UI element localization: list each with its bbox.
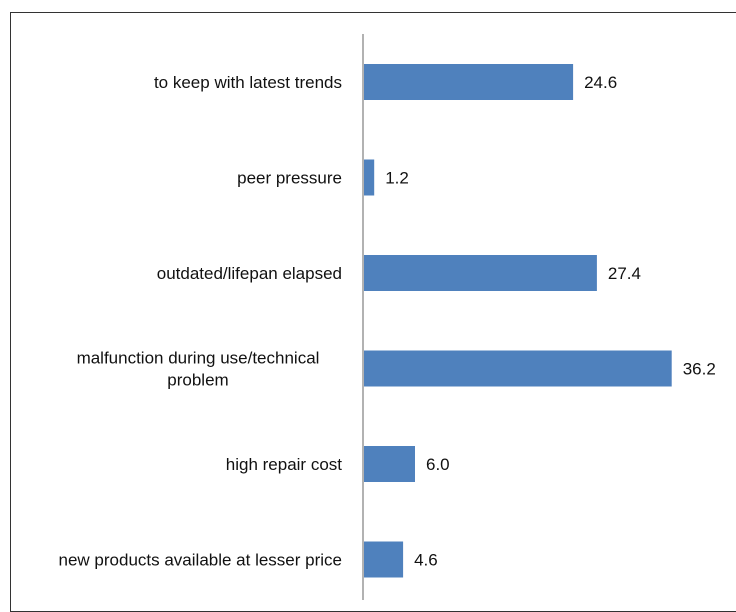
category-label-3-line-1: problem [167, 371, 228, 390]
category-label-2-line-0: outdated/lifepan elapsed [157, 264, 342, 283]
value-labels-group: 24.6 1.2 27.4 36.2 6.0 4.6 [385, 73, 716, 570]
bar-0 [364, 64, 574, 100]
value-label-0: 24.6 [584, 73, 617, 92]
chart-frame [10, 12, 736, 612]
category-label-4: high repair cost [226, 455, 343, 474]
category-label-1-line-0: peer pressure [237, 169, 342, 188]
value-label-4: 6.0 [426, 455, 450, 474]
bar-5 [364, 541, 404, 578]
bar-1 [364, 159, 375, 196]
category-label-5: new products available at lesser price [59, 551, 342, 570]
category-label-0: to keep with latest trends [154, 73, 342, 92]
category-labels-group: to keep with latest trends peer pressure o… [59, 73, 343, 570]
category-label-1: peer pressure [237, 169, 342, 188]
bar-4 [364, 446, 415, 482]
category-label-4-line-0: high repair cost [226, 455, 343, 474]
bar-2 [364, 255, 597, 291]
value-label-3: 36.2 [683, 360, 716, 379]
category-label-2: outdated/lifepan elapsed [157, 264, 342, 283]
value-label-5: 4.6 [414, 551, 438, 570]
bars-group [364, 64, 672, 578]
category-label-3: malfunction during use/technical problem [77, 349, 320, 390]
value-label-1: 1.2 [385, 169, 409, 188]
category-label-5-line-0: new products available at lesser price [59, 551, 342, 570]
value-label-2: 27.4 [608, 264, 641, 283]
bar-3 [364, 350, 672, 387]
category-label-3-line-0: malfunction during use/technical [77, 349, 320, 368]
category-label-0-line-0: to keep with latest trends [154, 73, 342, 92]
